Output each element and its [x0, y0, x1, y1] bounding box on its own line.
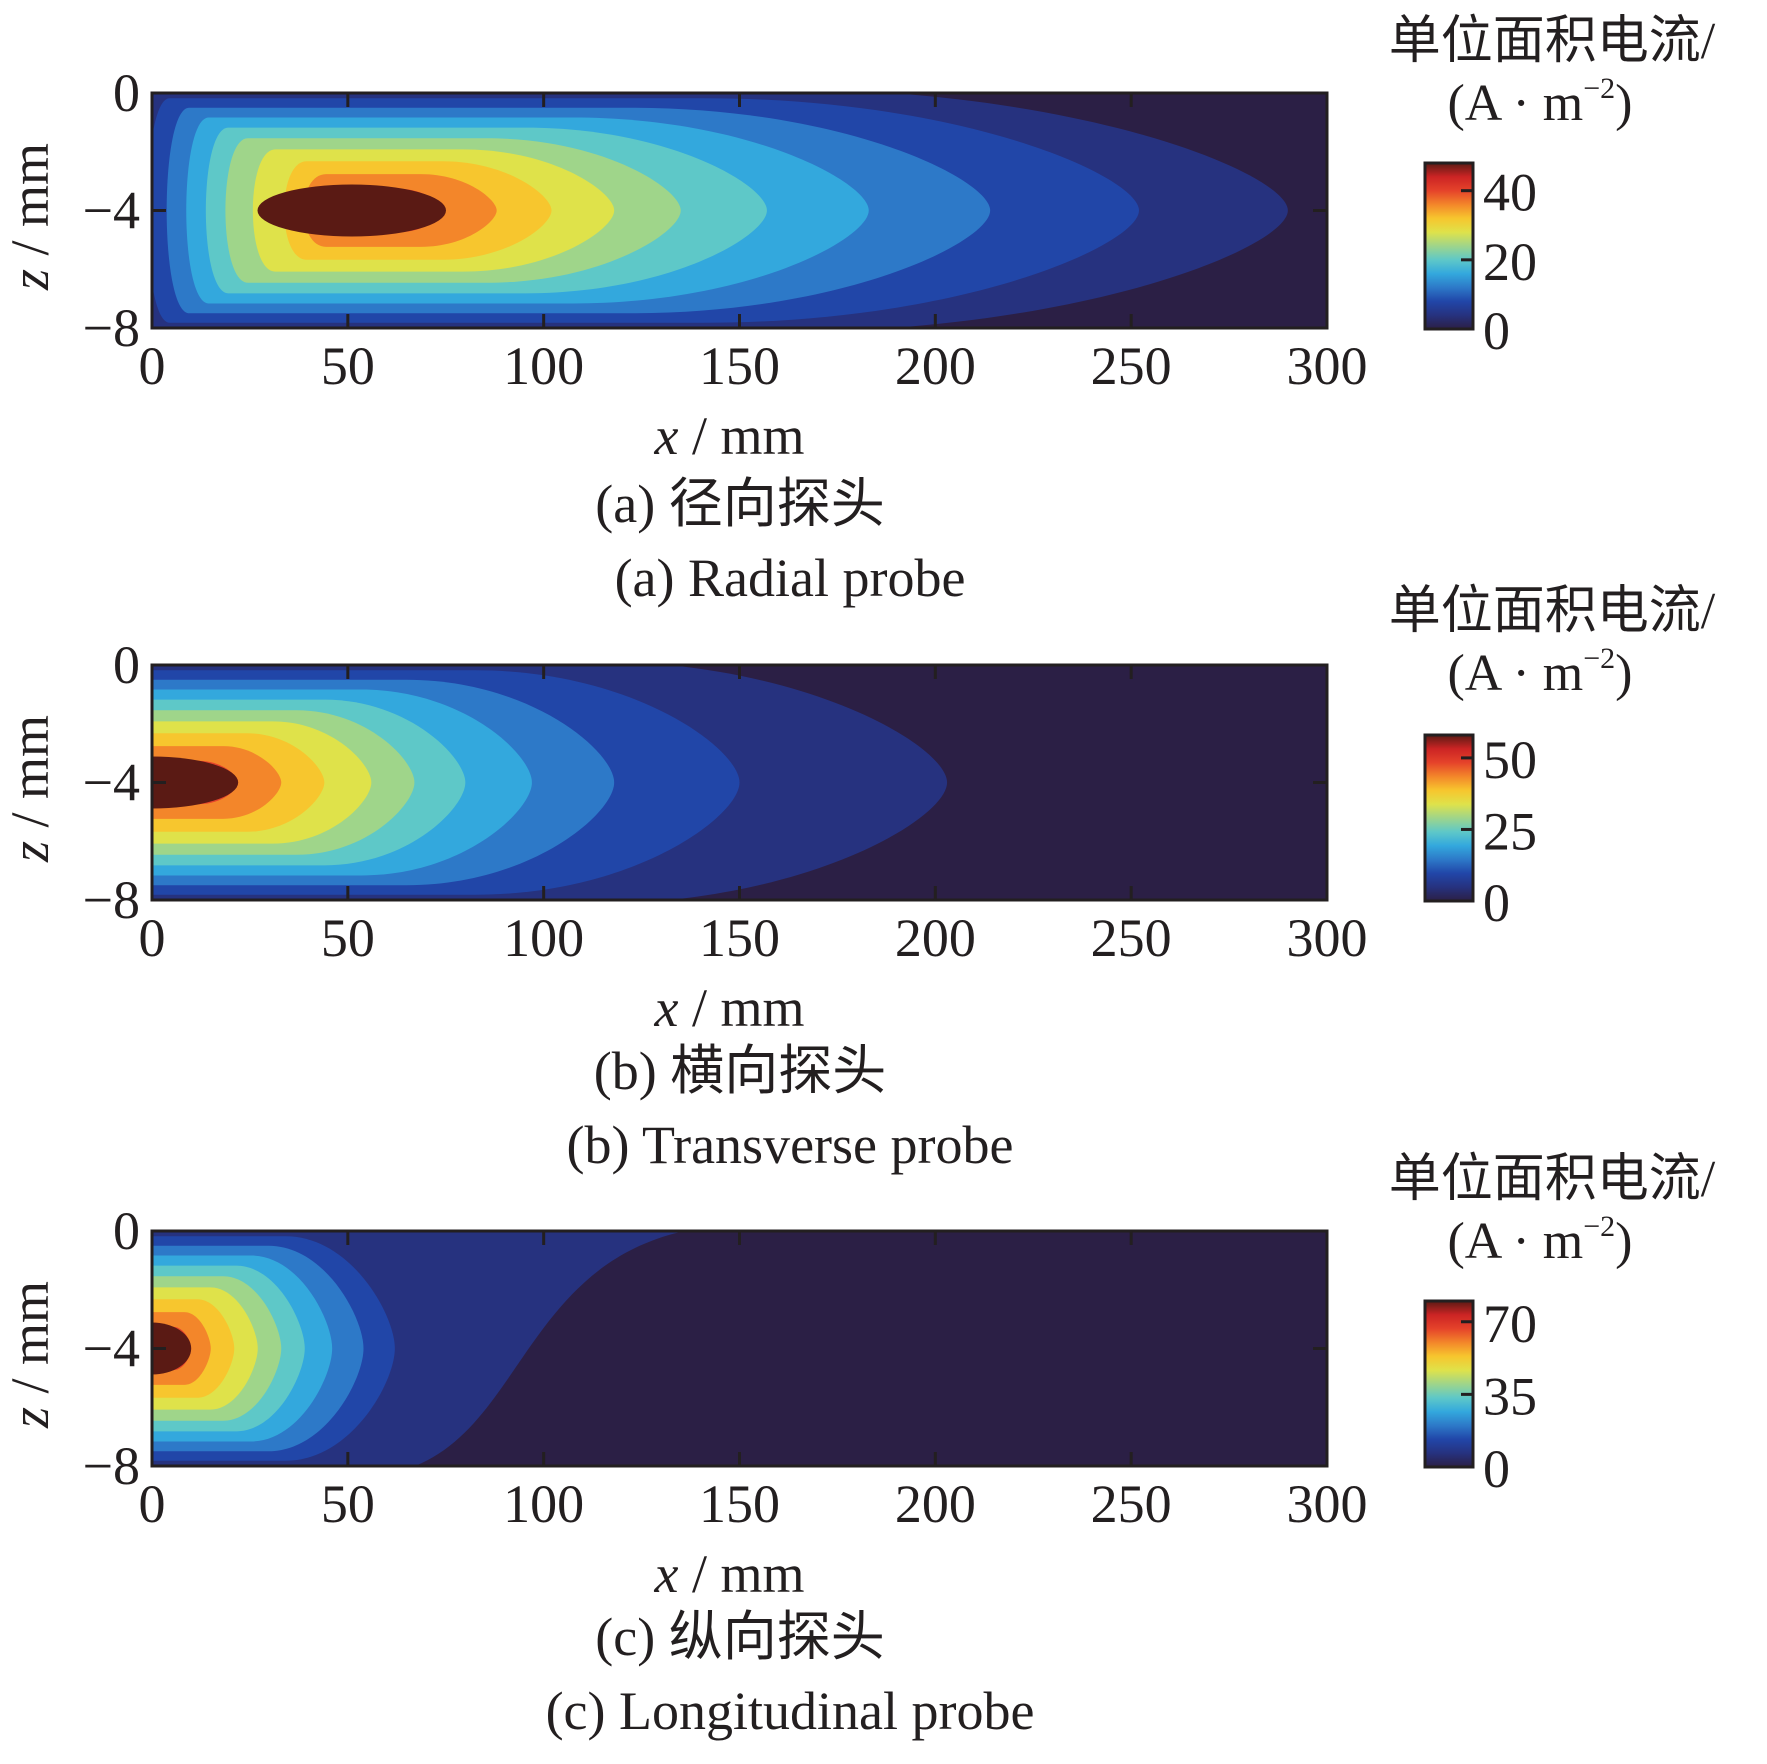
caption-en: (b) Transverse probe — [567, 1115, 1014, 1175]
peak-core — [257, 184, 446, 237]
x-tick-label: 150 — [699, 1474, 780, 1534]
heatmap-a — [152, 93, 1327, 328]
colorbar — [1423, 161, 1475, 331]
colorbar-unit-base: (A · m — [1447, 75, 1583, 132]
x-axis-unit: / mm — [678, 1544, 804, 1604]
x-axis-label: x / mm — [654, 978, 805, 1038]
y-tick-label: 0 — [113, 1201, 140, 1261]
colorbar-unit-close: ) — [1615, 645, 1632, 702]
caption-zh: (a) 径向探头 — [595, 474, 884, 534]
colorbar-unit: (A · m−2) — [1447, 1210, 1632, 1270]
colorbar-tick-label: 50 — [1483, 730, 1537, 790]
x-axis-var: x — [654, 406, 679, 466]
y-axis-var: z — [0, 1407, 60, 1429]
x-tick-label: 0 — [139, 908, 166, 968]
colorbar-title: 单位面积电流/ — [1389, 1151, 1716, 1208]
y-tick-label: −8 — [83, 1436, 140, 1496]
peak-core — [152, 756, 239, 809]
y-axis-label: z / mm — [0, 143, 60, 291]
x-tick-label: 200 — [895, 908, 976, 968]
y-axis-label: z / mm — [0, 1281, 60, 1429]
x-axis-label: x / mm — [654, 1544, 805, 1604]
y-axis-label: z / mm — [0, 715, 60, 863]
colorbar-unit-sup: −2 — [1583, 1210, 1615, 1243]
colorbar-tick-label: 35 — [1483, 1366, 1537, 1426]
x-tick-label: 300 — [1287, 336, 1368, 396]
colorbar-tick-label: 70 — [1483, 1294, 1537, 1354]
colorbar-tick-label: 0 — [1483, 301, 1510, 361]
y-tick-label: −4 — [83, 753, 140, 813]
colorbar — [1423, 1299, 1475, 1469]
colorbar-title: 单位面积电流/ — [1389, 13, 1716, 70]
x-axis-var: x — [654, 1544, 679, 1604]
x-tick-label: 300 — [1287, 908, 1368, 968]
colorbar-unit: (A · m−2) — [1447, 72, 1632, 132]
colorbar-unit-close: ) — [1615, 1213, 1632, 1270]
x-tick-label: 250 — [1091, 908, 1172, 968]
colorbar-unit-sup: −2 — [1583, 642, 1615, 675]
x-tick-label: 0 — [139, 336, 166, 396]
y-tick-label: −4 — [83, 1319, 140, 1379]
colorbar-unit: (A · m−2) — [1447, 642, 1632, 702]
x-tick-label: 200 — [895, 1474, 976, 1534]
caption-zh: (b) 横向探头 — [594, 1041, 886, 1101]
x-tick-label: 50 — [321, 1474, 375, 1534]
colorbar-tick-label: 0 — [1483, 1439, 1510, 1499]
colorbar-tick-label: 0 — [1483, 873, 1510, 933]
x-tick-label: 0 — [139, 1474, 166, 1534]
colorbar-tick-label: 40 — [1483, 163, 1537, 223]
colorbar-tick-label: 20 — [1483, 232, 1537, 292]
x-tick-label: 150 — [699, 908, 780, 968]
colorbar — [1423, 733, 1475, 903]
x-axis-unit: / mm — [678, 406, 804, 466]
y-axis-unit: / mm — [0, 1281, 60, 1407]
colorbar-unit-sup: −2 — [1583, 72, 1615, 105]
heatmap-c — [152, 1231, 1327, 1466]
x-tick-label: 100 — [503, 1474, 584, 1534]
x-tick-label: 250 — [1091, 1474, 1172, 1534]
colorbar-tick-label: 25 — [1483, 801, 1537, 861]
x-axis-unit: / mm — [678, 978, 804, 1038]
x-tick-label: 200 — [895, 336, 976, 396]
y-axis-var: z — [0, 841, 60, 863]
y-axis-unit: / mm — [0, 715, 60, 841]
x-tick-label: 50 — [321, 908, 375, 968]
y-axis-var: z — [0, 269, 60, 291]
colorbar-unit-close: ) — [1615, 75, 1632, 132]
heatmap-b — [152, 665, 1327, 900]
y-tick-label: −8 — [83, 870, 140, 930]
x-tick-label: 250 — [1091, 336, 1172, 396]
colorbar-title: 单位面积电流/ — [1389, 583, 1716, 640]
y-axis-unit: / mm — [0, 143, 60, 269]
colorbar-unit-base: (A · m — [1447, 1213, 1583, 1270]
x-tick-label: 100 — [503, 336, 584, 396]
x-tick-label: 300 — [1287, 1474, 1368, 1534]
x-tick-label: 100 — [503, 908, 584, 968]
caption-zh: (c) 纵向探头 — [595, 1607, 884, 1667]
y-tick-label: −4 — [83, 181, 140, 241]
y-tick-label: −8 — [83, 298, 140, 358]
x-tick-label: 50 — [321, 336, 375, 396]
y-tick-label: 0 — [113, 63, 140, 123]
x-axis-label: x / mm — [654, 406, 805, 466]
y-tick-label: 0 — [113, 635, 140, 695]
colorbar-unit-base: (A · m — [1447, 645, 1583, 702]
x-axis-var: x — [654, 978, 679, 1038]
peak-core — [152, 1322, 192, 1375]
x-tick-label: 150 — [699, 336, 780, 396]
caption-en: (a) Radial probe — [615, 548, 966, 608]
caption-en: (c) Longitudinal probe — [546, 1681, 1035, 1741]
